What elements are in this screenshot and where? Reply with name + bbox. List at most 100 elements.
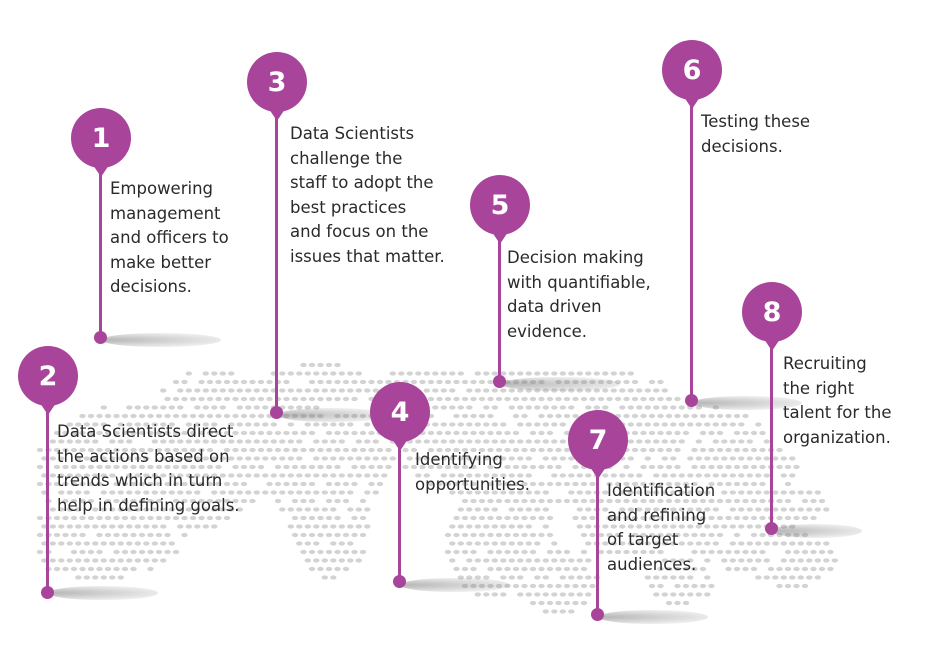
- map-dot: [512, 515, 520, 521]
- map-dot: [725, 481, 732, 487]
- map-dot: [198, 464, 205, 470]
- map-dot: [283, 464, 290, 470]
- map-dot: [478, 430, 486, 436]
- map-dot: [517, 371, 524, 376]
- map-dot: [784, 498, 792, 504]
- map-dot: [121, 532, 129, 538]
- map-dot: [423, 388, 430, 393]
- map-dot: [525, 456, 532, 461]
- map-dot: [198, 515, 205, 521]
- map-dot: [308, 379, 316, 385]
- map-dot: [342, 430, 350, 436]
- map-dot: [198, 413, 205, 419]
- map-dot: [695, 422, 702, 427]
- map-dot: [317, 532, 324, 538]
- map-dot: [266, 481, 273, 487]
- map-dot: [338, 371, 345, 376]
- map-dot: [725, 447, 732, 453]
- map-dot: [96, 566, 103, 572]
- map-dot: [580, 532, 588, 538]
- pin-5: 5: [470, 175, 620, 393]
- map-dot: [508, 405, 515, 410]
- map-dot: [487, 498, 494, 504]
- map-dot: [62, 447, 69, 453]
- map-dot: [245, 439, 252, 444]
- map-dot: [529, 464, 537, 470]
- map-dot: [262, 490, 269, 495]
- map-dot: [457, 490, 464, 495]
- map-dot: [236, 388, 243, 393]
- map-dot: [708, 430, 715, 436]
- map-dot: [87, 549, 95, 555]
- map-dot: [546, 566, 554, 572]
- map-dot: [504, 447, 511, 453]
- map-dot: [695, 541, 702, 546]
- map-dot: [478, 396, 486, 402]
- map-dot: [750, 447, 758, 453]
- map-dot: [355, 439, 362, 444]
- map-dot: [96, 447, 103, 453]
- map-dot: [797, 558, 804, 563]
- map-dot: [164, 396, 171, 402]
- step-1-number: 1: [91, 122, 111, 154]
- map-dot: [168, 473, 175, 478]
- map-dot: [597, 396, 605, 402]
- map-dot: [308, 515, 316, 521]
- map-dot: [109, 575, 116, 580]
- map-dot: [678, 558, 685, 563]
- map-dot: [79, 532, 86, 538]
- map-dot: [198, 430, 205, 436]
- map-dot: [551, 592, 558, 597]
- map-dot: [733, 464, 741, 470]
- map-dot: [657, 583, 664, 589]
- map-dot: [627, 473, 634, 478]
- map-dot: [432, 456, 439, 461]
- map-dot: [287, 405, 294, 410]
- map-dot: [729, 524, 736, 529]
- map-dot: [457, 456, 464, 461]
- map-dot: [274, 464, 282, 470]
- map-dot: [695, 592, 702, 597]
- map-dot: [274, 498, 282, 504]
- map-dot: [546, 430, 554, 436]
- map-dot: [168, 456, 175, 461]
- map-dot: [211, 439, 218, 444]
- map-dot: [500, 524, 507, 529]
- map-dot: [823, 541, 830, 546]
- map-dot: [487, 481, 494, 487]
- map-dot: [631, 396, 639, 402]
- map-dot: [287, 388, 294, 393]
- map-dot: [661, 490, 668, 495]
- map-dot: [653, 490, 660, 495]
- map-dot: [687, 575, 694, 580]
- map-dot: [699, 549, 707, 555]
- map-dot: [619, 405, 626, 410]
- map-dot: [695, 507, 702, 512]
- map-dot: [631, 430, 639, 436]
- map-dot: [725, 515, 732, 521]
- map-dot: [606, 396, 613, 402]
- map-dot: [500, 388, 507, 393]
- map-dot: [512, 464, 520, 470]
- map-dot: [461, 532, 469, 538]
- map-dot: [602, 524, 609, 529]
- map-dot: [546, 396, 554, 402]
- map-dot: [517, 541, 524, 546]
- map-dot: [215, 464, 222, 470]
- map-dot: [104, 566, 112, 572]
- map-dot: [640, 498, 647, 504]
- map-dot: [449, 456, 456, 461]
- map-dot: [402, 464, 409, 470]
- map-dot: [249, 464, 256, 470]
- map-dot: [453, 515, 460, 521]
- map-dot: [648, 515, 656, 521]
- map-dot: [733, 532, 741, 538]
- map-dot: [321, 524, 328, 529]
- map-dot: [419, 379, 426, 385]
- map-dot: [589, 532, 596, 538]
- map-dot: [317, 379, 324, 385]
- map-dot: [606, 549, 613, 555]
- map-dot: [240, 447, 248, 453]
- map-dot: [500, 575, 507, 580]
- map-dot: [487, 430, 494, 436]
